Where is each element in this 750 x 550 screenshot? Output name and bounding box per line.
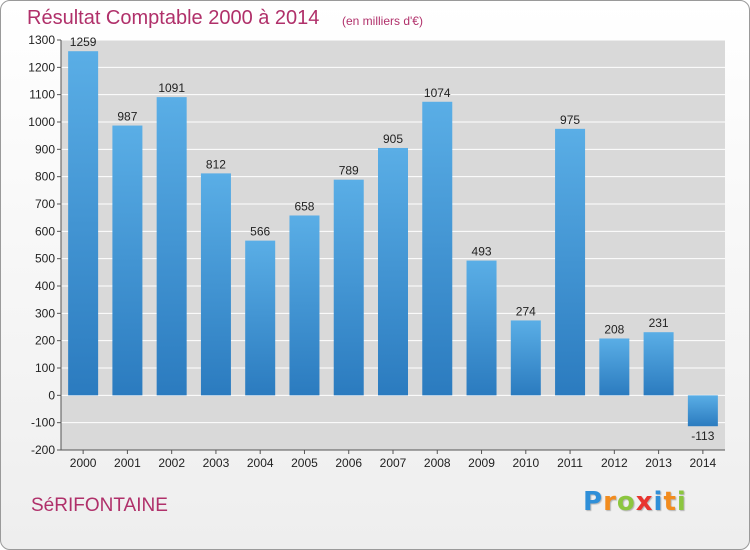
bar-2012 bbox=[599, 338, 630, 396]
x-tick-label: 2006 bbox=[335, 456, 362, 470]
data-label-2004: 566 bbox=[250, 225, 270, 239]
data-label-2012: 208 bbox=[604, 322, 624, 336]
chart-title: Résultat Comptable 2000 à 2014 bbox=[27, 7, 320, 29]
y-tick-label: 200 bbox=[35, 334, 55, 348]
x-tick-label: 2013 bbox=[645, 456, 672, 470]
logo-letter: o bbox=[616, 487, 636, 517]
bar-2000 bbox=[68, 51, 99, 396]
y-tick-label: 500 bbox=[35, 252, 55, 266]
y-tick-label: 1000 bbox=[28, 115, 55, 129]
data-label-2007: 905 bbox=[383, 132, 403, 146]
logo-letter: t bbox=[663, 487, 677, 517]
data-label-2005: 658 bbox=[294, 199, 314, 213]
data-label-2010: 274 bbox=[516, 304, 536, 318]
x-tick-label: 2011 bbox=[557, 456, 583, 470]
bar-2014 bbox=[687, 395, 718, 427]
logo-letter: x bbox=[635, 487, 654, 517]
bar-2002 bbox=[156, 97, 187, 396]
y-tick-label: 1200 bbox=[28, 60, 55, 74]
x-tick-label: 2007 bbox=[380, 456, 407, 470]
bar-2013 bbox=[643, 332, 674, 396]
bar-2009 bbox=[466, 260, 497, 396]
bar-2003 bbox=[200, 173, 231, 396]
bar-2006 bbox=[333, 179, 364, 396]
logo-letter: r bbox=[603, 487, 617, 517]
bar-2008 bbox=[422, 101, 453, 396]
bar-2007 bbox=[378, 147, 408, 396]
data-label-2008: 1074 bbox=[424, 86, 451, 100]
y-tick-label: 0 bbox=[48, 388, 55, 402]
y-tick-label: -200 bbox=[31, 443, 55, 457]
x-tick-label: 2014 bbox=[690, 456, 717, 470]
x-tick-label: 2012 bbox=[601, 456, 628, 470]
x-tick-label: 2001 bbox=[114, 456, 141, 470]
proxiti-logo: Proxiti bbox=[583, 487, 687, 523]
x-tick-label: 2010 bbox=[512, 456, 539, 470]
data-labels: 1259 987 1091 812 566 658 789 905 1074 493 274 975 2… bbox=[70, 35, 715, 443]
data-label-2009: 493 bbox=[472, 245, 492, 259]
data-label-2013: 231 bbox=[649, 316, 669, 330]
y-tick-label: 1300 bbox=[28, 33, 55, 47]
chart-subtitle: (en milliers d'€) bbox=[342, 14, 423, 28]
logo-letter: P bbox=[583, 487, 604, 517]
logo-letter: i bbox=[676, 487, 687, 517]
data-label-2014: -113 bbox=[691, 429, 714, 443]
x-tick-label: 2009 bbox=[468, 456, 495, 470]
y-tick-label: 100 bbox=[35, 361, 55, 375]
commune-name: SéRIFONTAINE bbox=[31, 495, 168, 516]
y-tick-label: 700 bbox=[35, 197, 55, 211]
y-axis: -200 -100 0 100 200 300 400 500 600 700 800 900 1000… bbox=[28, 33, 62, 457]
data-label-2002: 1091 bbox=[158, 81, 185, 95]
data-label-2006: 789 bbox=[339, 164, 359, 178]
bar-2001 bbox=[112, 125, 143, 396]
y-tick-label: 900 bbox=[35, 142, 55, 156]
y-tick-label: 1100 bbox=[29, 88, 55, 102]
x-tick-label: 2000 bbox=[70, 456, 97, 470]
x-tick-label: 2003 bbox=[203, 456, 230, 470]
bar-2010 bbox=[510, 320, 541, 396]
x-tick-label: 2002 bbox=[158, 456, 185, 470]
x-axis: 2000 2001 2002 2003 2004 2005 2006 2007 2008 2009… bbox=[61, 449, 725, 470]
data-label-2000: 1259 bbox=[70, 35, 97, 49]
data-label-2003: 812 bbox=[206, 157, 226, 171]
bar-2011 bbox=[555, 128, 586, 396]
bar-2005 bbox=[289, 215, 320, 396]
data-label-2011: 975 bbox=[560, 113, 580, 127]
y-tick-label: 300 bbox=[35, 306, 55, 320]
logo-letter: i bbox=[653, 487, 664, 517]
y-tick-label: 400 bbox=[35, 279, 55, 293]
bars bbox=[68, 51, 718, 427]
data-label-2001: 987 bbox=[117, 110, 137, 124]
y-tick-label: -100 bbox=[31, 416, 55, 430]
y-tick-label: 600 bbox=[35, 224, 55, 238]
x-tick-label: 2004 bbox=[247, 456, 274, 470]
x-tick-label: 2005 bbox=[291, 456, 318, 470]
bar-2004 bbox=[245, 240, 276, 396]
y-tick-label: 800 bbox=[35, 170, 55, 184]
x-tick-label: 2008 bbox=[424, 456, 451, 470]
